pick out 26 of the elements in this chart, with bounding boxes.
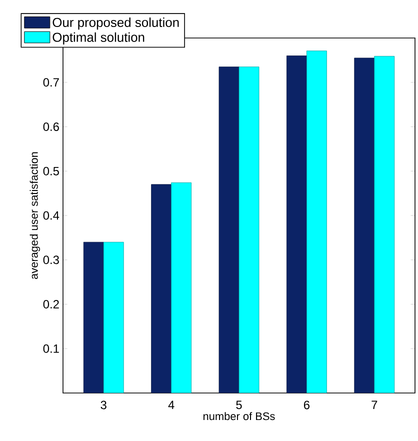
y-tick-label: 0.5 [43,166,59,176]
y-tick-label: 0.3 [43,256,59,264]
bar [218,66,240,393]
y-tick-label: 0.4 [43,211,60,220]
x-axis-title: number of BSs [203,412,275,420]
y-tick-label: 0.1 [43,344,59,353]
bar [306,50,327,393]
x-tick-label: 3 [100,400,106,410]
bar [103,242,124,393]
bar [374,56,395,393]
bar [354,58,375,393]
y-tick-label: 0.6 [43,122,59,131]
legend-label: Our proposed solution [52,18,179,30]
y-axis-title: averaged user satisfaction [30,152,40,279]
x-tick-label: 4 [168,400,174,409]
bar [151,184,172,393]
x-tick-label: 7 [372,400,378,409]
bar [286,56,307,393]
bar [171,182,192,393]
legend-label: Optimal solution [52,32,144,44]
y-tick-label: 0.2 [43,300,59,308]
bar [238,66,260,393]
x-tick-label: 6 [304,400,310,410]
bar [83,242,104,393]
y-tick-label: 0.7 [43,78,59,87]
x-tick-label: 5 [236,400,242,410]
